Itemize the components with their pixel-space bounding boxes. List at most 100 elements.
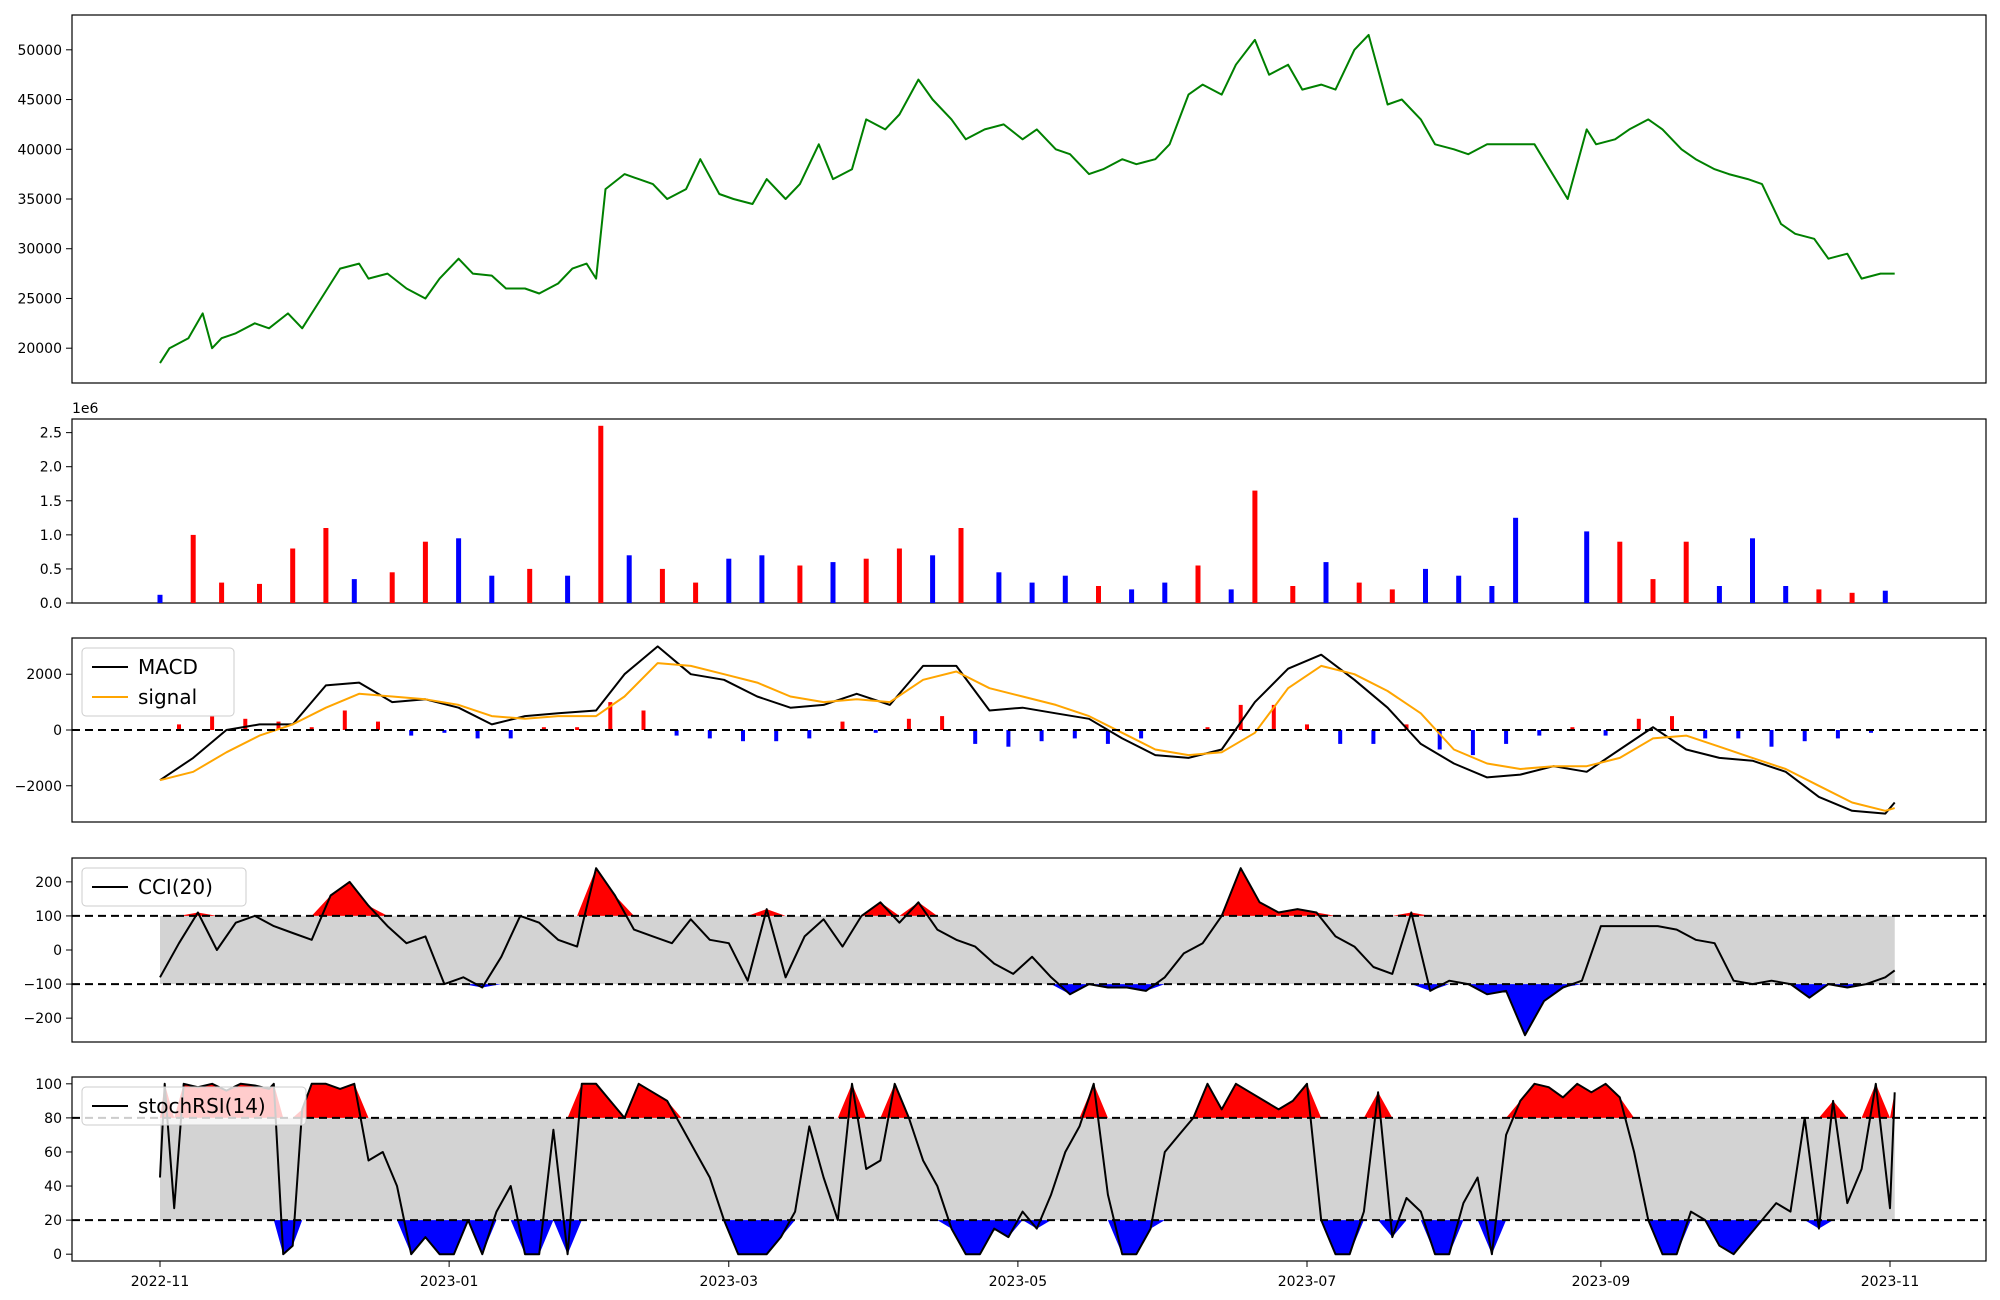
macd-histogram-bar <box>1039 730 1044 742</box>
price-plot <box>159 33 1895 364</box>
volume-bar <box>797 565 803 603</box>
macd-histogram-bar <box>1835 730 1840 739</box>
price-ytick-label: 35000 <box>17 192 62 208</box>
macd-histogram-bar <box>1636 718 1641 730</box>
macd-histogram-bar <box>1570 727 1575 730</box>
x-tick-label: 2023-01 <box>420 1274 479 1290</box>
volume-bar <box>422 541 428 603</box>
price-ytick-label: 50000 <box>17 43 62 59</box>
volume-bar <box>930 555 936 603</box>
macd-histogram-bar <box>177 724 181 730</box>
x-tick-label: 2023-11 <box>1861 1274 1920 1290</box>
volume-bar <box>1356 582 1362 603</box>
macd-histogram-bar <box>1238 704 1243 730</box>
volume-bar <box>1129 589 1135 603</box>
legend-box <box>81 1086 307 1126</box>
legend-box <box>81 867 247 907</box>
volume-bar <box>830 562 836 603</box>
cci-ytick-label: 0 <box>53 943 62 959</box>
volume-bar <box>598 425 604 603</box>
macd-histogram-bar <box>1670 716 1674 730</box>
stochrsi-ytick-label: 0 <box>53 1247 62 1263</box>
cci-line <box>159 867 1896 1037</box>
volume-bar <box>1683 541 1689 603</box>
volume-bar <box>1162 582 1168 603</box>
macd-histogram-bar <box>1271 704 1276 730</box>
volume-bar <box>1389 589 1395 603</box>
macd-histogram-bar <box>707 730 712 739</box>
macd-histogram-bar <box>1139 730 1144 739</box>
volume-bar <box>1062 575 1068 603</box>
macd-histogram-bar <box>210 716 215 730</box>
x-tick-label: 2023-07 <box>1278 1274 1337 1290</box>
macd-histogram-bar <box>1736 730 1741 739</box>
price-ytick-label: 40000 <box>17 142 62 158</box>
macd-histogram-bar <box>1072 730 1077 739</box>
cci-ytick-label: −100 <box>24 977 62 993</box>
volume-ytick-label: 1.5 <box>40 494 62 510</box>
stochrsi-overbought-fill <box>160 1083 1895 1118</box>
macd-panel: −2000 0 2000 MACD signal <box>15 637 1987 823</box>
macd-histogram-bar <box>807 730 812 739</box>
legend-label: signal <box>138 685 197 709</box>
volume-ytick-label: 0.0 <box>40 596 62 612</box>
volume-bar <box>351 579 357 603</box>
stochrsi-ytick-label: 40 <box>44 1179 62 1195</box>
macd-histogram-bar <box>1470 730 1475 756</box>
volume-bar <box>1290 586 1296 603</box>
macd-histogram-bar <box>276 721 281 730</box>
volume-bar <box>863 558 869 603</box>
volume-bar <box>1750 538 1755 603</box>
volume-bar <box>759 555 765 603</box>
volume-frame <box>71 418 1987 604</box>
price-frame <box>71 14 1987 384</box>
price-line <box>159 33 1895 364</box>
volume-bar <box>1096 586 1101 603</box>
volume-bars <box>157 425 1888 603</box>
volume-bar <box>1849 592 1855 603</box>
macd-histogram-bar <box>376 721 380 730</box>
volume-ytick-label: 2.0 <box>40 460 62 476</box>
macd-histogram-bar <box>641 710 646 730</box>
macd-histogram-bar <box>1869 730 1873 733</box>
macd-histogram-bar <box>309 727 314 730</box>
macd-histogram-bar <box>1105 730 1110 744</box>
legend-label: stochRSI(14) <box>138 1094 266 1118</box>
macd-histogram-bar <box>409 730 414 736</box>
volume-bar <box>1456 575 1462 603</box>
macd-histogram-bar <box>906 718 911 730</box>
volume-bar <box>257 583 262 603</box>
price-ytick-label: 30000 <box>17 242 62 258</box>
volume-bar <box>1029 582 1035 603</box>
macd-histogram-bar <box>541 727 546 730</box>
price-panel: 20000 25000 30000 35000 40000 45000 50000 <box>17 14 1987 384</box>
macd-macd-line <box>159 645 1896 815</box>
price-ytick-label: 25000 <box>17 291 62 307</box>
volume-panel: 0.0 0.5 1.0 1.5 2.0 2.5 1e6 <box>40 401 1987 612</box>
volume-bar <box>157 594 163 603</box>
cci-ytick-label: 200 <box>35 875 62 891</box>
macd-histogram-bar <box>940 716 945 730</box>
volume-bar <box>1513 517 1519 603</box>
x-tick-label: 2022-11 <box>131 1274 190 1290</box>
volume-bar <box>1323 562 1329 603</box>
macd-histogram-bar <box>741 730 745 742</box>
macd-histogram-bar <box>243 718 248 730</box>
macd-histogram-bar <box>1006 730 1011 747</box>
macd-histogram-bar <box>1205 727 1210 730</box>
x-axis: 2022-11 2023-01 2023-03 2023-05 2023-07 2023-… <box>131 1261 1920 1290</box>
volume-bar <box>1882 590 1888 603</box>
macd-histogram-bar <box>1504 730 1509 744</box>
volume-ytick-label: 0.5 <box>40 562 62 578</box>
macd-histogram-bar <box>1437 730 1442 750</box>
macd-histogram-bar <box>1802 730 1807 742</box>
legend-label: CCI(20) <box>138 875 213 899</box>
x-tick-label: 2023-09 <box>1572 1274 1631 1290</box>
macd-histogram-bar <box>873 730 878 733</box>
macd-histogram-bar <box>1603 730 1608 736</box>
macd-histogram-bar <box>1537 730 1542 736</box>
x-tick-label: 2023-05 <box>989 1274 1048 1290</box>
volume-bar <box>896 548 902 603</box>
stochrsi-fills <box>159 1082 1896 1256</box>
macd-ytick-label: 2000 <box>26 667 62 683</box>
